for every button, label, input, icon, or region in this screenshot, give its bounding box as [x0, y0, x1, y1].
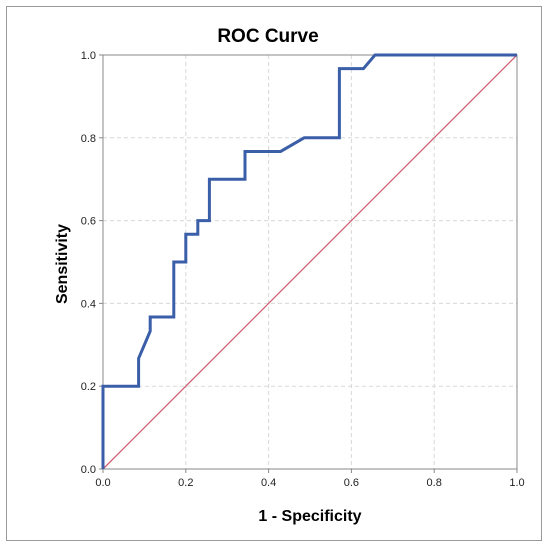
plot-area — [102, 54, 518, 470]
y-tick-label: 0.0 — [81, 464, 96, 476]
x-tick-label: 0.8 — [427, 477, 442, 489]
y-tick-label: 0.2 — [81, 381, 96, 393]
y-tick-label: 0.4 — [81, 298, 96, 310]
x-tick-label: 1.0 — [509, 477, 524, 489]
series-lines — [101, 53, 518, 470]
roc-curve-line — [101, 53, 517, 469]
chart-frame: ROC Curve 0.0 0.2 0.4 0.6 0.8 1.0 0.0 0.2 0.4 0.6… — [6, 6, 542, 541]
y-tick-label: 1.0 — [81, 50, 96, 62]
roc-chart: ROC Curve 0.0 0.2 0.4 0.6 0.8 1.0 0.0 0.2 0.4 0.6… — [54, 26, 525, 525]
y-axis-title: Sensitivity — [54, 224, 71, 304]
x-tick-label: 0.6 — [344, 477, 359, 489]
axis-ticks: 0.0 0.2 0.4 0.6 0.8 1.0 0.0 0.2 0.4 0.6 0.8 1.0 — [81, 50, 525, 489]
x-tick-label: 0.0 — [95, 477, 110, 489]
chart-title: ROC Curve — [217, 26, 318, 47]
x-axis-title: 1 - Specificity — [258, 508, 361, 525]
grid — [103, 55, 517, 469]
y-tick-label: 0.8 — [81, 133, 96, 145]
y-tick-label: 0.6 — [81, 216, 96, 228]
reference-diagonal-line — [102, 54, 518, 470]
x-tick-label: 0.4 — [261, 477, 276, 489]
x-tick-label: 0.2 — [178, 477, 193, 489]
